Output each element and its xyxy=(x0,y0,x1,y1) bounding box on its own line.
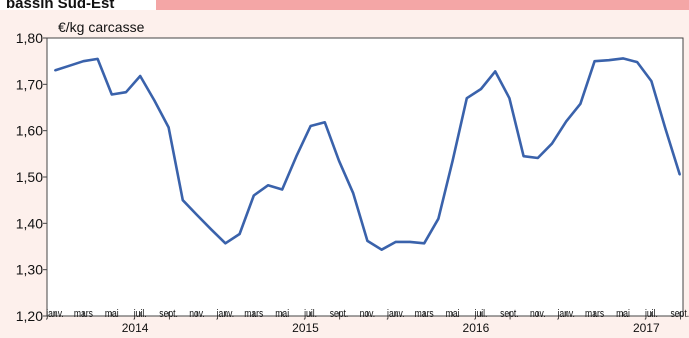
y-axis: 1,20 1,30 1,40 1,50 1,60 1,70 1,80 xyxy=(16,30,47,324)
x-month-label: janv. xyxy=(216,308,234,320)
x-month-label: janv. xyxy=(557,308,575,320)
x-month-label: mai xyxy=(275,308,289,320)
x-month-label: janv. xyxy=(386,308,404,320)
series-layer xyxy=(54,57,682,251)
data-point xyxy=(68,64,71,67)
x-month-label: juil. xyxy=(133,308,147,320)
line-chart: €/kg carcasse 1,20 1,30 1,40 1,50 1,60 1,70 1,… xyxy=(0,10,689,338)
data-point xyxy=(480,87,482,90)
x-month-label: sept. xyxy=(500,308,519,320)
data-point xyxy=(338,159,340,162)
data-point xyxy=(650,80,653,83)
y-tick-label: 1,30 xyxy=(16,262,43,278)
y-tick-label: 1,60 xyxy=(16,123,43,139)
y-axis-unit-label: €/kg carcasse xyxy=(58,19,145,35)
data-point xyxy=(593,60,596,63)
x-month-label: sept. xyxy=(159,308,178,320)
data-point xyxy=(252,194,255,197)
data-point xyxy=(565,120,568,123)
x-month-label: juil. xyxy=(474,308,488,320)
data-point xyxy=(409,240,411,243)
y-tick-label: 1,70 xyxy=(16,76,43,92)
x-month-label: mars xyxy=(74,308,93,320)
data-point xyxy=(536,157,539,160)
x-month-label: mai xyxy=(446,308,460,320)
data-point xyxy=(664,128,667,131)
data-point xyxy=(678,173,681,176)
x-month-label: sept. xyxy=(671,308,689,320)
data-point xyxy=(636,61,639,64)
data-point xyxy=(309,125,312,128)
x-month-label: nov. xyxy=(189,308,205,320)
data-point xyxy=(380,248,383,251)
data-point xyxy=(551,142,553,145)
x-year-label: 2015 xyxy=(292,321,319,335)
x-month-label: nov. xyxy=(530,308,546,320)
x-month-label: mars xyxy=(244,308,263,320)
data-point xyxy=(295,155,298,158)
data-point xyxy=(96,57,99,60)
data-point xyxy=(125,91,127,94)
chart-region-title: bassin Sud-Est xyxy=(6,0,115,12)
data-point xyxy=(352,192,355,195)
data-point xyxy=(465,97,468,100)
y-tick-label: 1,50 xyxy=(16,169,43,185)
x-year-label: 2014 xyxy=(122,321,149,335)
y-tick-label: 1,20 xyxy=(16,308,43,324)
x-month-label: mars xyxy=(415,308,434,320)
x-axis: janv. mars mai juil. sept. nov. janv. mars mai ju… xyxy=(45,308,689,335)
data-point xyxy=(139,74,142,77)
data-point xyxy=(508,97,511,100)
data-point xyxy=(423,242,426,245)
chart-svg: €/kg carcasse 1,201,301,401,501,601,701,… xyxy=(16,19,689,335)
x-month-label: juil. xyxy=(303,308,317,320)
data-point xyxy=(494,70,497,73)
data-point xyxy=(196,213,198,216)
data-point xyxy=(267,184,269,187)
x-year-label: 2016 xyxy=(463,321,490,335)
x-month-label: sept. xyxy=(330,308,349,320)
data-point xyxy=(607,59,610,62)
data-point xyxy=(323,121,326,124)
data-point xyxy=(210,228,213,231)
data-point xyxy=(238,232,241,235)
data-point xyxy=(224,242,227,245)
data-point xyxy=(181,199,184,202)
x-month-label: mars xyxy=(585,308,604,320)
data-point xyxy=(579,102,582,105)
data-point xyxy=(451,159,454,162)
data-point xyxy=(153,99,156,102)
data-point xyxy=(394,240,397,243)
x-month-label: mai xyxy=(616,308,630,320)
data-point xyxy=(82,60,85,63)
y-tick-label: 1,40 xyxy=(16,215,43,231)
plot-area xyxy=(46,37,684,317)
data-point xyxy=(281,188,284,191)
data-point xyxy=(437,217,440,220)
header-accent-bar xyxy=(156,0,689,10)
y-tick-label: 1,80 xyxy=(16,30,43,46)
x-month-label: nov. xyxy=(360,308,376,320)
data-point xyxy=(110,93,113,96)
x-month-label: mai xyxy=(105,308,119,320)
data-point xyxy=(522,155,525,158)
x-year-label: 2017 xyxy=(633,321,660,335)
data-point xyxy=(167,126,170,129)
data-point xyxy=(366,239,369,242)
data-point xyxy=(54,69,56,72)
data-point xyxy=(622,57,624,60)
x-month-label: janv. xyxy=(45,308,63,320)
x-month-label: juil. xyxy=(644,308,658,320)
